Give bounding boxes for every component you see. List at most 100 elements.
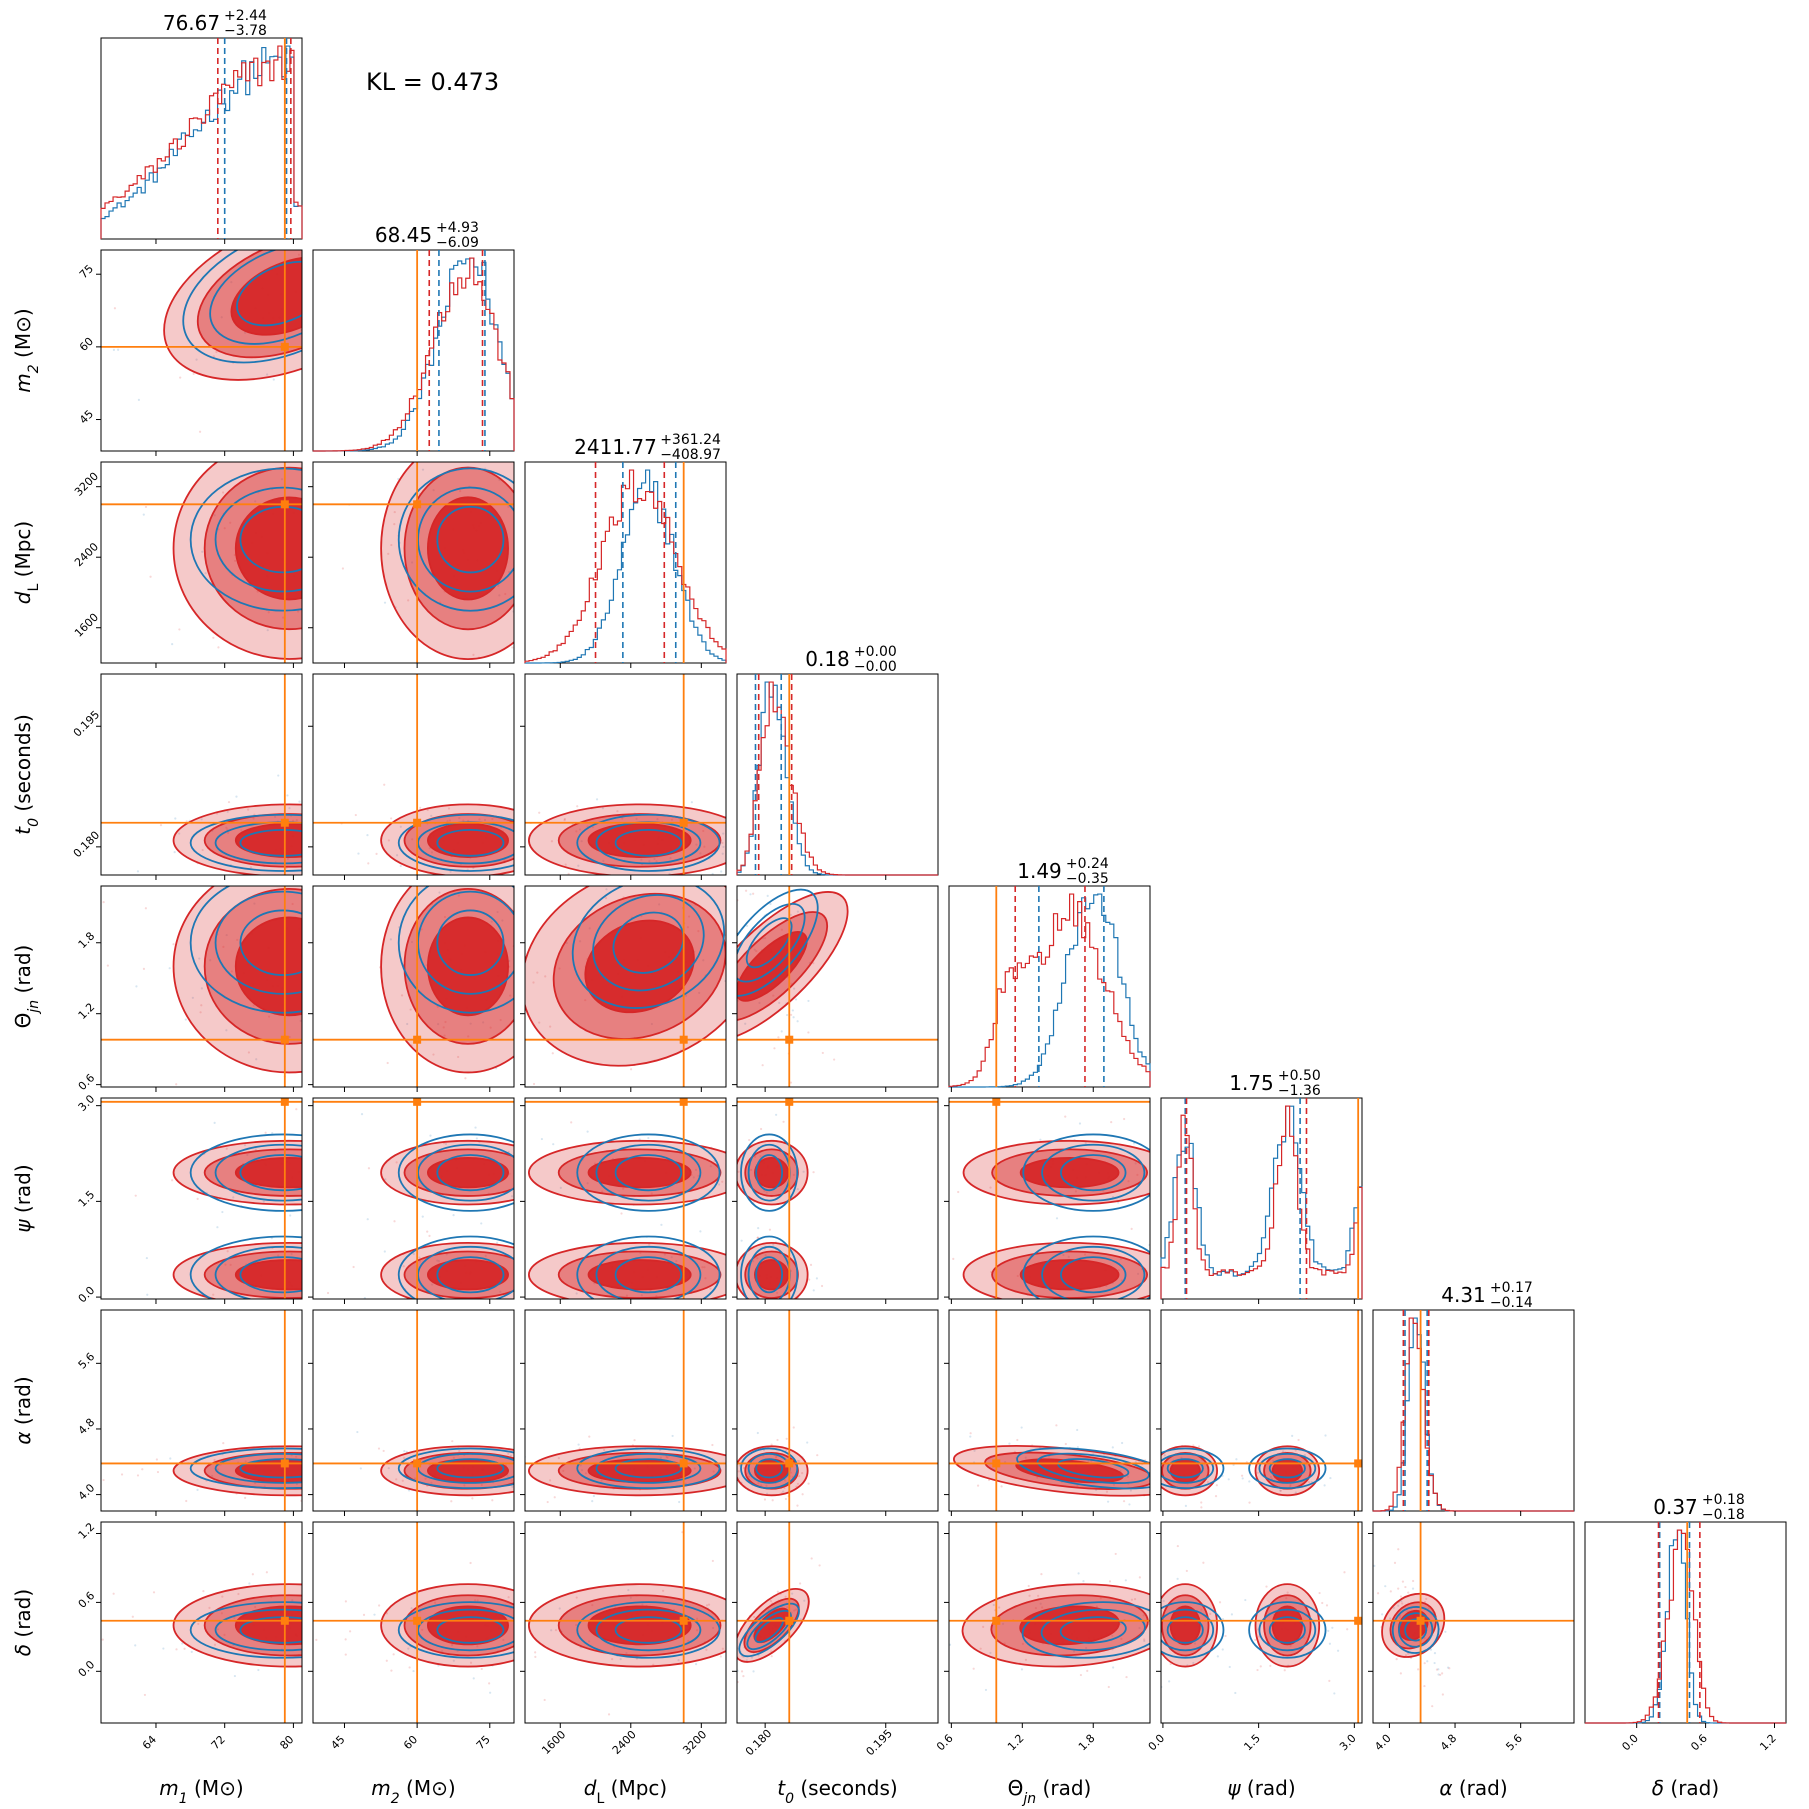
scatter-point <box>482 1021 485 1024</box>
scatter-point <box>798 1475 801 1478</box>
scatter-point <box>311 1476 313 1478</box>
scatter-point <box>430 814 433 817</box>
scatter-point <box>469 1661 473 1664</box>
scatter-point <box>1122 1500 1126 1503</box>
scatter-point <box>364 264 366 266</box>
panel-frame <box>312 1309 515 1512</box>
scatter-point <box>117 348 120 351</box>
scatter-point <box>320 1636 322 1638</box>
scatter-point <box>816 1454 819 1457</box>
scatter-point <box>675 1259 678 1263</box>
scatter-point <box>320 218 322 220</box>
scatter-point <box>1153 1491 1155 1493</box>
scatter-point <box>533 1559 535 1561</box>
contour-blue-level-2 <box>236 260 302 327</box>
scatter-point <box>1163 1454 1166 1457</box>
scatter-point <box>734 1473 736 1475</box>
scatter-point <box>196 1488 199 1491</box>
scatter-point <box>549 1025 552 1028</box>
scatter-point <box>1129 1489 1132 1492</box>
scatter-point <box>541 1149 543 1151</box>
scatter-point <box>309 1040 311 1042</box>
scatter-point <box>179 376 182 379</box>
scatter-point <box>734 1677 736 1679</box>
scatter-point <box>342 477 344 479</box>
scatter-point <box>464 1077 467 1080</box>
scatter-point <box>217 646 220 649</box>
scatter-point <box>769 1599 773 1603</box>
scatter-point <box>304 1299 306 1301</box>
scatter-point <box>732 839 734 841</box>
panel-title-psi: 1.75 <box>1229 1071 1274 1095</box>
scatter-point <box>223 1633 226 1637</box>
scatter-point <box>655 860 658 863</box>
scatter-point <box>1099 1597 1102 1600</box>
scatter-point <box>1016 1438 1019 1442</box>
panel-t0-psi <box>732 1097 939 1304</box>
truth-marker <box>280 1459 289 1468</box>
scatter-point <box>381 687 383 689</box>
title-plus-error: +2.44 <box>224 8 267 24</box>
scatter-point <box>136 870 140 873</box>
scatter-point <box>507 878 509 880</box>
panel-content <box>525 886 726 1087</box>
panel-m1-thjn: 0.61.21.8 <box>76 885 311 1093</box>
scatter-point <box>942 1280 944 1282</box>
scatter-point <box>798 1459 801 1463</box>
contour-red-level-2 <box>587 1259 692 1291</box>
histogram-blue-delta <box>1585 1529 1786 1724</box>
scatter-point <box>776 1291 779 1294</box>
scatter-point <box>385 1612 389 1615</box>
scatter-point <box>611 1658 614 1661</box>
contour-blue-level-2 <box>612 911 685 974</box>
scatter-point <box>358 1261 360 1263</box>
scatter-point <box>519 1449 521 1451</box>
scatter-point <box>143 1693 147 1697</box>
contour-blue-level-2 <box>436 1256 505 1294</box>
contour-blue-level-1 <box>595 1452 702 1484</box>
scatter-point <box>1137 1272 1140 1275</box>
scatter-point <box>395 854 399 857</box>
scatter-point <box>515 433 517 435</box>
histogram-red-psi <box>1160 1105 1363 1299</box>
contour-red-level-2 <box>426 1259 509 1291</box>
scatter-point <box>699 1230 702 1233</box>
x-tick-label-m1: 72 <box>209 1733 228 1752</box>
scatter-point <box>1400 1600 1403 1603</box>
scatter-point <box>760 1513 762 1515</box>
scatter-point <box>625 1651 628 1655</box>
scatter-point <box>217 528 220 531</box>
scatter-point <box>1076 1428 1079 1432</box>
scatter-point <box>521 1133 523 1135</box>
scatter-point <box>1082 1580 1085 1583</box>
x-tick-label-alpha: 4.8 <box>1438 1732 1460 1754</box>
contour-blue-level-0 <box>397 467 514 612</box>
scatter-point <box>567 872 570 875</box>
scatter-point <box>1033 1189 1036 1192</box>
contour-blue-level-0 <box>738 1602 800 1658</box>
scatter-point <box>426 1230 429 1233</box>
scatter-point <box>481 1304 483 1306</box>
scatter-point <box>532 1082 536 1086</box>
scatter-point <box>339 1256 341 1258</box>
scatter-point <box>806 1441 809 1444</box>
scatter-point <box>1085 1646 1088 1650</box>
scatter-point <box>1282 1450 1285 1453</box>
scatter-point <box>671 1434 674 1438</box>
scatter-point <box>296 610 300 613</box>
scatter-point <box>538 811 541 814</box>
scatter-point <box>510 1195 514 1198</box>
scatter-point <box>731 1653 733 1655</box>
y-tick-label: 1600 <box>72 611 101 640</box>
scatter-point <box>370 1181 372 1183</box>
x-axis-label-m2: m2 (M⊙) <box>371 1776 455 1807</box>
scatter-point <box>770 1443 773 1446</box>
scatter-point <box>1392 1606 1395 1609</box>
scatter-point <box>1407 1652 1410 1655</box>
scatter-point <box>420 928 423 931</box>
scatter-point <box>183 215 185 217</box>
y-tick-label: 4.8 <box>76 1416 98 1438</box>
scatter-point <box>225 826 228 829</box>
scatter-point <box>227 831 230 834</box>
scatter-point <box>145 1256 148 1260</box>
